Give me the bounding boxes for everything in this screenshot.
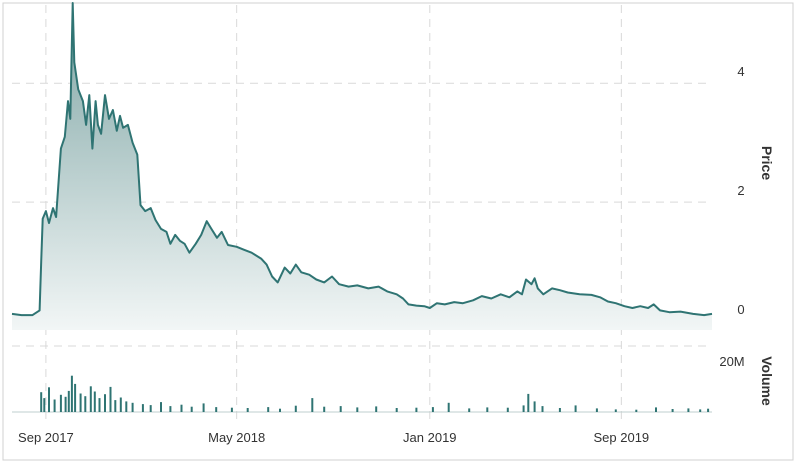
volume-bar — [160, 402, 162, 412]
volume-bar — [93, 391, 96, 412]
volume-bar — [687, 408, 690, 412]
volume-bar — [431, 407, 434, 412]
volume-bar — [595, 408, 598, 412]
volume-bar — [541, 406, 544, 412]
volume-bar — [635, 409, 638, 412]
volume-bar — [131, 402, 134, 412]
volume-bar — [125, 401, 128, 412]
volume-bar — [104, 394, 106, 412]
volume-bar — [98, 398, 101, 412]
chart-frame — [2, 2, 794, 461]
x-tick-label: Sep 2019 — [594, 430, 650, 445]
volume-bar — [279, 408, 281, 412]
volume-bar — [522, 405, 525, 412]
volume-bar — [311, 398, 314, 412]
volume-bar — [70, 375, 73, 412]
volume-bar — [356, 407, 359, 412]
volume-bar — [574, 405, 577, 412]
volume-bar — [141, 404, 144, 412]
volume-bar — [415, 407, 418, 412]
volume-bar — [202, 403, 205, 412]
volume-bar — [230, 407, 233, 412]
x-tick-label: Jan 2019 — [403, 430, 457, 445]
price-series — [11, 2, 713, 330]
volume-bar — [89, 386, 92, 412]
axes: Sep 2017 May 2018 Jan 2019 Sep 2019 0 2 4 20M — [18, 64, 745, 445]
volume-bar — [114, 400, 117, 412]
volume-bar — [375, 406, 378, 412]
volume-bar — [84, 396, 87, 412]
volume-bar — [64, 396, 67, 412]
volume-bar — [246, 408, 249, 412]
volume-bar — [323, 406, 326, 412]
volume-bar — [506, 407, 509, 412]
volume-bar — [79, 393, 82, 412]
volume-bar — [119, 397, 122, 412]
price-tick-label: 4 — [737, 64, 744, 79]
volume-bar — [180, 404, 183, 412]
volume-bar — [169, 406, 172, 412]
volume-bars — [12, 375, 712, 413]
price-axis-title: Price — [759, 146, 775, 180]
volume-bar — [655, 407, 657, 412]
volume-bar — [109, 386, 112, 412]
volume-bar — [614, 409, 617, 412]
volume-bar — [486, 407, 489, 412]
volume-bar — [190, 406, 193, 412]
volume-bar — [558, 408, 561, 412]
volume-bar — [67, 390, 70, 412]
price-line — [11, 2, 713, 317]
volume-bar — [447, 402, 450, 412]
volume-bar — [215, 407, 218, 412]
volume-bar — [74, 383, 77, 412]
volume-bar — [707, 408, 710, 412]
x-tick-label: Sep 2017 — [18, 430, 74, 445]
volume-bar — [699, 409, 702, 412]
volume-bar — [43, 398, 46, 412]
volume-bar — [59, 394, 62, 412]
price-tick-label: 0 — [737, 302, 744, 317]
volume-bar — [339, 406, 342, 412]
volume-bar — [267, 407, 270, 412]
volume-bar — [527, 393, 530, 412]
price-tick-label: 2 — [737, 183, 744, 198]
volume-axis-title: Volume — [759, 356, 775, 406]
price-area — [12, 3, 712, 330]
volume-bar — [294, 405, 297, 412]
volume-bar — [149, 405, 152, 412]
volume-bar — [671, 409, 674, 412]
volume-bar — [395, 408, 398, 412]
volume-bar — [533, 401, 536, 412]
volume-bar — [468, 408, 471, 412]
volume-bar — [48, 387, 50, 413]
volume-bar — [40, 392, 43, 412]
x-tick-label: May 2018 — [208, 430, 265, 445]
volume-tick-label: 20M — [719, 354, 744, 369]
volume-bar — [53, 399, 56, 412]
